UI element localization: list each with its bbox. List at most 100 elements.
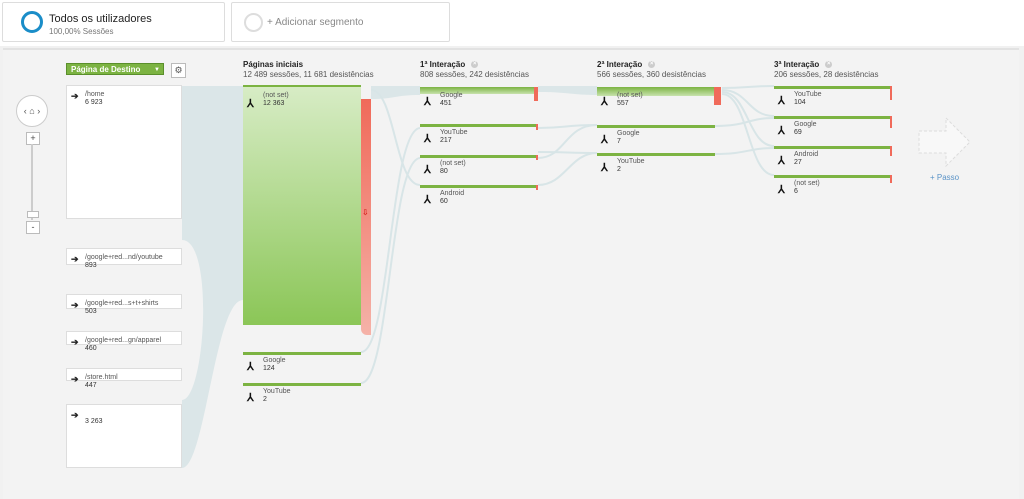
zoom-slider-handle[interactable] (27, 211, 39, 218)
interaction-2-node[interactable]: ⅄ (not set) 557 (597, 87, 721, 113)
starting-page-node[interactable]: ⅄ YouTube 2 (243, 383, 361, 409)
person-icon: ⅄ (424, 133, 431, 145)
starting-page-node-large[interactable]: ⅄ (not set) 12 363 (243, 85, 361, 325)
node-value: 557 (617, 100, 629, 107)
interaction-1-node[interactable]: ⅄ (not set) 80 (420, 155, 538, 181)
node-value: 69 (794, 129, 802, 136)
flow-home (182, 86, 243, 218)
empty-circle-icon (244, 13, 263, 32)
entry-arrow-icon: ➔ (71, 91, 79, 101)
starting-page-node[interactable]: ⅄ Google 124 (243, 352, 361, 378)
source-node[interactable]: ➔ /home 6 923 (66, 85, 182, 219)
person-icon: ⅄ (424, 194, 431, 206)
source-value: 460 (85, 345, 97, 352)
source-label: /google+red...s+t+shirts (85, 300, 159, 307)
add-segment-button[interactable]: + Adicionar segmento (231, 2, 450, 42)
pan-control[interactable]: ‹ ⌂ › (16, 95, 48, 127)
flow-line (537, 151, 598, 154)
node-value: 217 (440, 137, 452, 144)
person-icon: ⅄ (778, 184, 785, 196)
node-value: 80 (440, 168, 448, 175)
interaction-3-node[interactable]: ⅄ YouTube 104 (774, 86, 892, 112)
column-title-interaction-3: 3ª Interação × (774, 60, 833, 69)
flow-line (721, 89, 775, 117)
interaction-2-node[interactable]: ⅄ YouTube 2 (597, 153, 715, 179)
chevron-down-icon: ▼ (154, 67, 160, 73)
zoom-slider-track[interactable] (31, 144, 33, 220)
segment-bar: Todos os utilizadores 100,00% Sessões + … (0, 0, 1024, 46)
node-bar (774, 86, 890, 89)
dropoff-bar (536, 185, 538, 190)
segment-title: Todos os utilizadores (49, 13, 152, 25)
flow-start-to-i1 (371, 86, 420, 99)
close-icon[interactable]: × (825, 61, 833, 69)
pan-right-icon[interactable]: › (37, 106, 41, 116)
interaction-3-node[interactable]: ⅄ Android 27 (774, 146, 892, 172)
next-step-arrow-icon[interactable] (918, 117, 972, 167)
node-label: Google (794, 121, 817, 128)
source-node[interactable]: ➔ /store.html 447 (66, 368, 182, 389)
node-value: 7 (617, 138, 621, 145)
gear-icon[interactable]: ⚙ (171, 63, 186, 78)
dimension-dropdown[interactable]: Página de Destino ▼ (66, 63, 164, 75)
entry-arrow-icon: ➔ (71, 254, 79, 264)
person-icon: ⅄ (601, 162, 608, 174)
zoom-out-button[interactable]: - (26, 221, 40, 234)
person-icon: ⅄ (778, 95, 785, 107)
column-stats-starting-pages: 12 489 sessões, 11 681 desistências (243, 70, 374, 79)
pan-left-icon[interactable]: ‹ (23, 106, 27, 116)
column-title-starting-pages: Páginas iniciais (243, 60, 304, 69)
source-node[interactable]: ➔ 3 263 (66, 404, 182, 468)
dropoff-bar (890, 116, 892, 128)
column-title-interaction-1: 1ª Interação × (420, 60, 479, 69)
source-label: /home (85, 91, 105, 98)
source-value: 3 263 (85, 418, 103, 425)
node-label: Google (617, 130, 640, 137)
flow-line (370, 89, 421, 186)
node-bar (774, 116, 890, 119)
add-step-link[interactable]: + Passo (930, 173, 960, 182)
home-icon[interactable]: ⌂ (29, 106, 35, 116)
source-value: 6 923 (85, 99, 103, 106)
dropoff-bar[interactable] (361, 99, 371, 335)
dropoff-bar (536, 155, 538, 160)
source-node[interactable]: ➔ /google+red...nd/youtube 893 (66, 248, 182, 269)
flow-line (721, 85, 775, 89)
node-value: 27 (794, 159, 802, 166)
interaction-1-node[interactable]: ⅄ Android 60 (420, 185, 538, 211)
close-icon[interactable]: × (648, 61, 656, 69)
node-label: (not set) (263, 92, 289, 99)
node-value: 451 (440, 100, 452, 107)
entry-arrow-icon: ➔ (71, 410, 79, 420)
add-segment-label: + Adicionar segmento (267, 17, 364, 28)
source-value: 893 (85, 262, 97, 269)
interaction-3-node[interactable]: ⅄ (not set) 6 (774, 175, 892, 201)
column-title-interaction-2: 2ª Interação × (597, 60, 656, 69)
segment-all-users[interactable]: Todos os utilizadores 100,00% Sessões (2, 2, 225, 42)
column-stats-interaction-1: 808 sessões, 242 desistências (420, 70, 529, 79)
interaction-3-node[interactable]: ⅄ Google 69 (774, 116, 892, 142)
node-bar (774, 175, 890, 178)
node-value: 2 (263, 396, 267, 403)
flow-line (537, 152, 598, 186)
node-label: Google (263, 357, 286, 364)
flow-line (537, 124, 598, 159)
node-bar (243, 352, 361, 355)
interaction-1-node[interactable]: ⅄ YouTube 217 (420, 124, 538, 150)
node-value: 60 (440, 198, 448, 205)
node-value: 6 (794, 188, 798, 195)
source-node[interactable]: ➔ /google+red...s+t+shirts 503 (66, 294, 182, 315)
node-bar (597, 153, 715, 156)
person-icon: ⅄ (247, 361, 254, 373)
interaction-1-node[interactable]: ⅄ Google 451 (420, 87, 538, 113)
segment-circle-icon (21, 11, 43, 33)
close-icon[interactable]: × (471, 61, 479, 69)
entry-arrow-icon: ➔ (71, 374, 79, 384)
source-label: /store.html (85, 374, 118, 381)
node-label: YouTube (794, 91, 822, 98)
source-node[interactable]: ➔ /google+red...gn/apparel 460 (66, 331, 182, 352)
node-bar (420, 124, 536, 127)
interaction-2-node[interactable]: ⅄ Google 7 (597, 125, 715, 151)
source-value: 447 (85, 382, 97, 389)
zoom-in-button[interactable]: + (26, 132, 40, 145)
